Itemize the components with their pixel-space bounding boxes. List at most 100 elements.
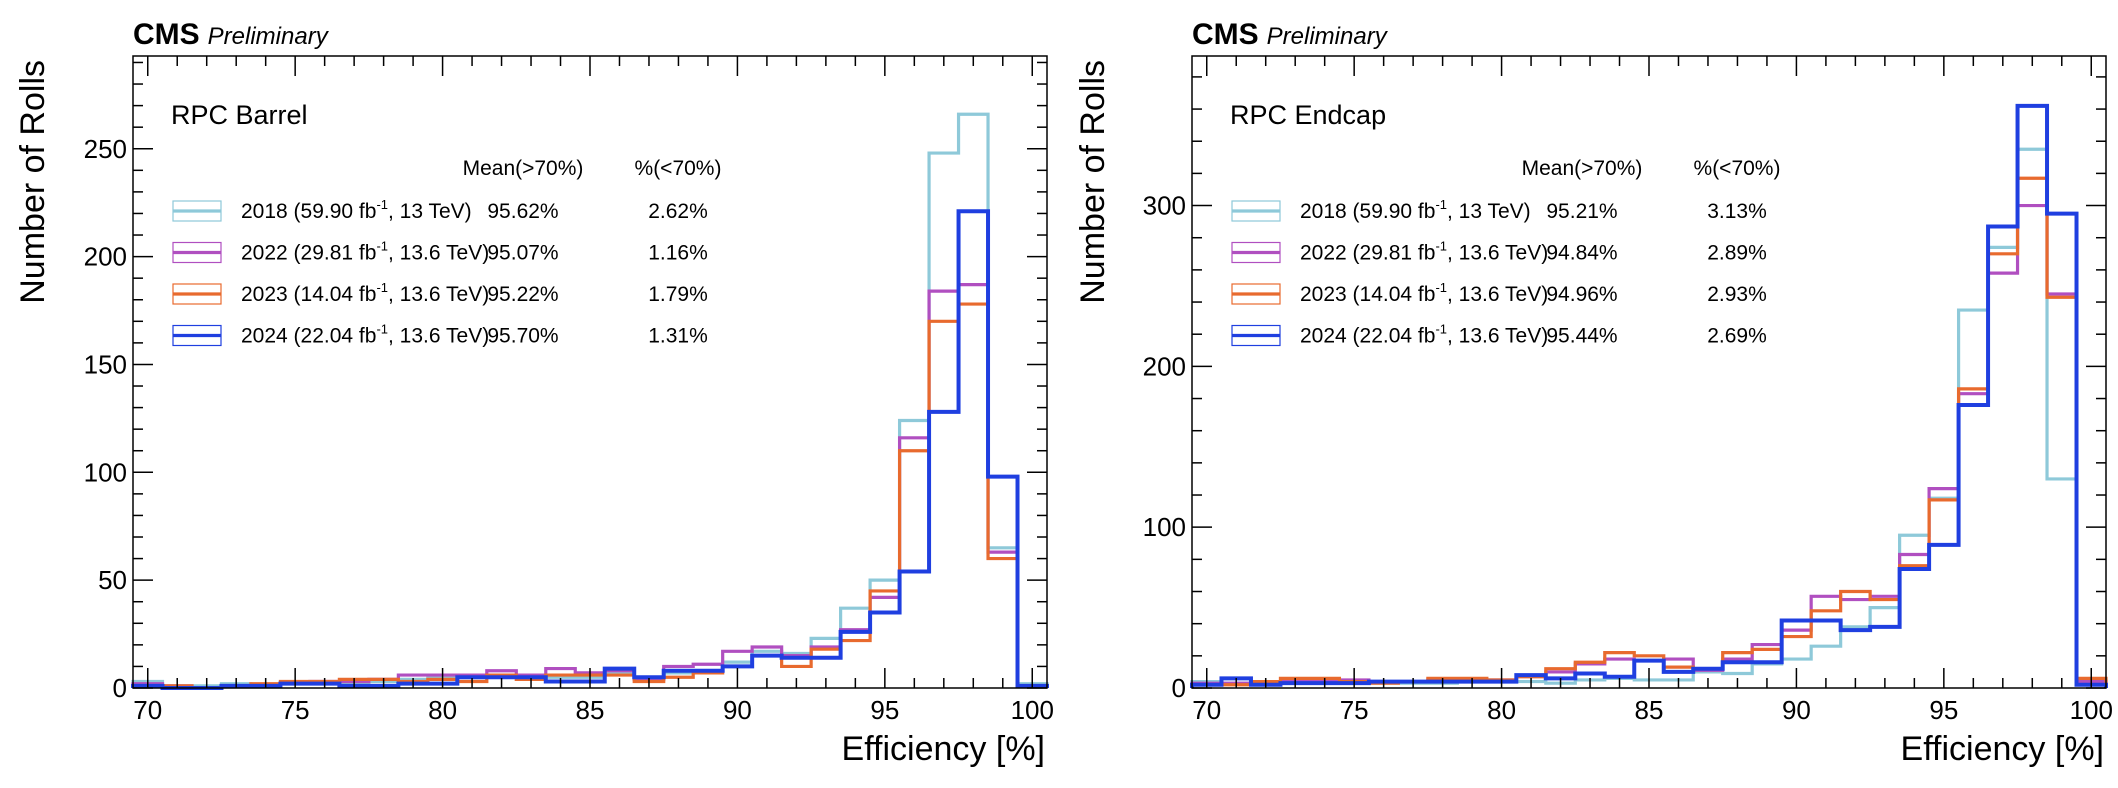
legend-frac-header: %(<70%) [635,157,722,180]
legend-frac-value: 1.79% [648,283,708,306]
legend-label: 2022 (29.81 fb-1, 13.6 TeV) [1300,239,1548,265]
legend-sup: -1 [376,239,388,254]
legend-label: 2024 (22.04 fb-1, 13.6 TeV) [1300,322,1548,348]
legend-entry-2024: 2024 (22.04 fb-1, 13.6 TeV)95.70% 1.31% [172,322,708,348]
legend-energy: , 13.6 TeV) [388,283,489,306]
legend-entry-2018: 2018 (59.90 fb-1, 13 TeV) 95.21% 3.13% [1231,197,1767,223]
legend-mean-header: Mean(>70%) [463,157,584,180]
legend-sup: -1 [376,197,388,212]
legend-year: 2023 (14.04 fb [241,283,376,306]
y-tick-label: 0 [1172,673,1186,703]
y-tick-label: 200 [1143,351,1186,381]
legend-entry-2022: 2022 (29.81 fb-1, 13.6 TeV)95.07% 1.16% [172,239,708,265]
y-tick-label: 50 [98,565,127,595]
legend-sup: -1 [1435,322,1447,337]
series-2018-histogram [1190,147,2108,688]
series-2024-histogram [1190,103,2108,688]
cms-label: CMS [1192,18,1259,51]
x-tick-label: 95 [870,695,899,725]
legend-label: 2018 (59.90 fb-1, 13 TeV) [1300,197,1531,223]
legend-frac-value: 3.13% [1707,200,1767,223]
legend-energy: , 13.6 TeV) [388,325,489,348]
legend: Mean(>70%) %(<70%)2018 (59.90 fb-1, 13 Te… [1231,157,1781,348]
legend-frac-value: 2.62% [648,200,708,223]
x-tick-label: 70 [133,695,162,725]
legend-label: 2018 (59.90 fb-1, 13 TeV) [241,197,472,223]
legend-sup: -1 [376,322,388,337]
x-tick-label: 85 [576,695,605,725]
legend-entry-2022: 2022 (29.81 fb-1, 13.6 TeV)94.84% 2.89% [1231,239,1767,265]
legend-energy: , 13.6 TeV) [1447,325,1548,348]
panel-label: RPC Endcap [1230,100,1386,130]
legend-mean-value: 94.84% [1546,242,1617,265]
x-tick-label: 85 [1635,695,1664,725]
legend-mean-header: Mean(>70%) [1522,157,1643,180]
legend-frac-value: 2.69% [1707,325,1767,348]
legend-energy: , 13.6 TeV) [1447,242,1548,265]
legend-mean-value: 95.21% [1546,200,1617,223]
legend-energy: , 13 TeV) [1447,200,1531,223]
cms-label: CMS [133,18,200,51]
legend: Mean(>70%) %(<70%)2018 (59.90 fb-1, 13 Te… [172,157,722,348]
legend-frac-value: 1.16% [648,242,708,265]
y-tick-label: 100 [84,457,127,487]
series-2022-histogram [1190,203,2108,688]
legend-energy: , 13 TeV) [388,200,472,223]
legend-year: 2024 (22.04 fb [1300,325,1435,348]
legend-sup: -1 [1435,239,1447,254]
x-tick-label: 90 [1782,695,1811,725]
legend-sup: -1 [376,280,388,295]
legend-mean-value: 95.44% [1546,325,1617,348]
legend-entry-2023: 2023 (14.04 fb-1, 13.6 TeV)95.22% 1.79% [172,280,708,306]
legend-energy: , 13.6 TeV) [1447,283,1548,306]
chart-panel-1: CMS Preliminary 70 75 80 85 90 95 100 0 50 100 150 20… [14,18,1054,768]
legend-mean-value: 94.96% [1546,283,1617,306]
legend-entry-2018: 2018 (59.90 fb-1, 13 TeV) 95.62% 2.62% [172,197,708,223]
legend-frac-value: 2.93% [1707,283,1767,306]
y-axis-title: Number of Rolls [14,60,52,304]
legend-mean-value: 95.22% [487,283,558,306]
series-2023-histogram [131,302,1049,690]
legend-mean-value: 95.62% [487,200,558,223]
legend-label: 2024 (22.04 fb-1, 13.6 TeV) [241,322,489,348]
y-tick-label: 200 [84,242,127,272]
x-tick-label: 80 [428,695,457,725]
legend-sup: -1 [1435,280,1447,295]
y-axis-title: Number of Rolls [1074,60,1112,304]
y-tick-label: 0 [113,673,127,703]
legend-energy: , 13.6 TeV) [388,242,489,265]
legend-year: 2018 (59.90 fb [1300,200,1435,223]
legend-frac-header: %(<70%) [1694,157,1781,180]
preliminary-label: Preliminary [208,23,330,50]
plot-frame [1191,55,2107,689]
x-axis-title: Efficiency [%] [1901,730,2104,768]
x-tick-label: 75 [281,695,310,725]
x-axis-title: Efficiency [%] [842,730,1045,768]
legend-year: 2024 (22.04 fb [241,325,376,348]
legend-entry-2023: 2023 (14.04 fb-1, 13.6 TeV)94.96% 2.93% [1231,280,1767,306]
x-tick-label: 80 [1487,695,1516,725]
legend-label: 2022 (29.81 fb-1, 13.6 TeV) [241,239,489,265]
x-tick-label: 100 [2070,695,2113,725]
legend-year: 2022 (29.81 fb [241,242,376,265]
x-tick-label: 75 [1340,695,1369,725]
x-tick-label: 95 [1929,695,1958,725]
chart-panel-2: CMS Preliminary 70 75 80 85 90 95 100 0 100 200 300 E… [1074,18,2113,768]
legend-frac-value: 2.89% [1707,242,1767,265]
legend-entry-2024: 2024 (22.04 fb-1, 13.6 TeV)95.44% 2.69% [1231,322,1767,348]
x-tick-label: 90 [723,695,752,725]
legend-sup: -1 [1435,197,1447,212]
y-tick-label: 250 [84,134,127,164]
series-2024-histogram [131,209,1049,690]
legend-year: 2018 (59.90 fb [241,200,376,223]
y-tick-label: 100 [1143,512,1186,542]
legend-frac-value: 1.31% [648,325,708,348]
x-tick-label: 70 [1192,695,1221,725]
legend-year: 2023 (14.04 fb [1300,283,1435,306]
legend-label: 2023 (14.04 fb-1, 13.6 TeV) [1300,280,1548,306]
header-label: CMS Preliminary [133,18,330,51]
y-tick-label: 150 [84,349,127,379]
preliminary-label: Preliminary [1267,23,1389,50]
legend-year: 2022 (29.81 fb [1300,242,1435,265]
